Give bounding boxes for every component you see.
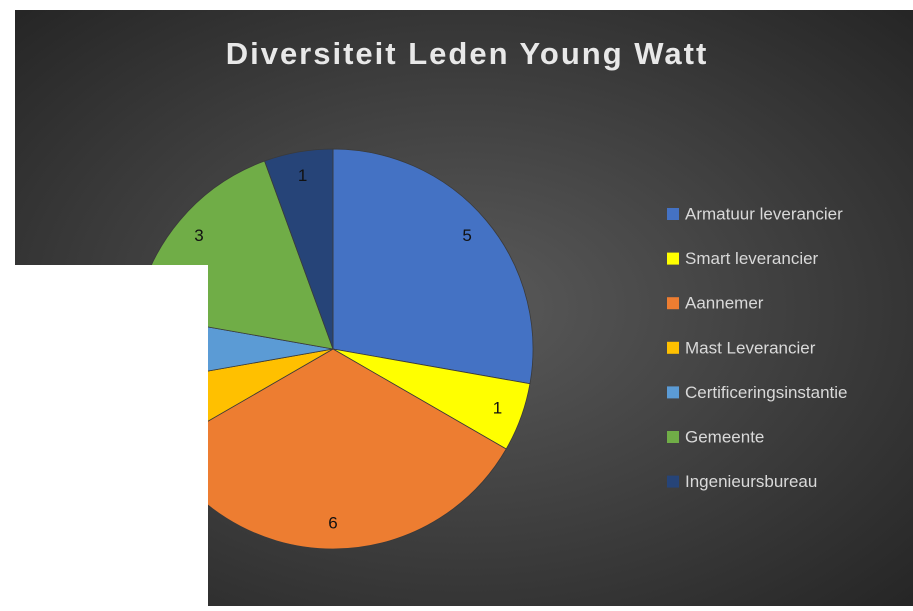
data-label: 3 — [194, 226, 203, 245]
legend-label: Gemeente — [685, 427, 764, 446]
legend-swatch — [667, 252, 679, 265]
pie-slice — [332, 148, 534, 385]
legend: Armatuur leverancier Smart leverancier Aan… — [667, 204, 848, 491]
legend-label: Ingenieursbureau — [685, 472, 817, 491]
legend-swatch — [667, 431, 679, 443]
legend-swatch — [667, 386, 679, 399]
legend-label: Mast Leverancier — [685, 338, 816, 357]
data-label: 5 — [462, 226, 471, 245]
legend-swatch — [667, 341, 679, 354]
legend-label: Smart leverancier — [685, 249, 819, 268]
chart-title: Diversiteit Leden Young Watt — [226, 36, 709, 71]
legend-swatch — [667, 208, 679, 220]
legend-label: Certificeringsinstantie — [685, 383, 848, 402]
data-label: 1 — [298, 166, 307, 185]
data-label: 6 — [328, 513, 337, 532]
legend-label: Aannemer — [685, 294, 764, 313]
data-label: 1 — [493, 398, 502, 417]
legend-label: Armatuur leverancier — [685, 204, 843, 223]
pie-slice — [264, 148, 334, 350]
white-overlay — [15, 265, 208, 606]
legend-swatch — [667, 475, 679, 488]
legend-swatch — [667, 297, 679, 310]
